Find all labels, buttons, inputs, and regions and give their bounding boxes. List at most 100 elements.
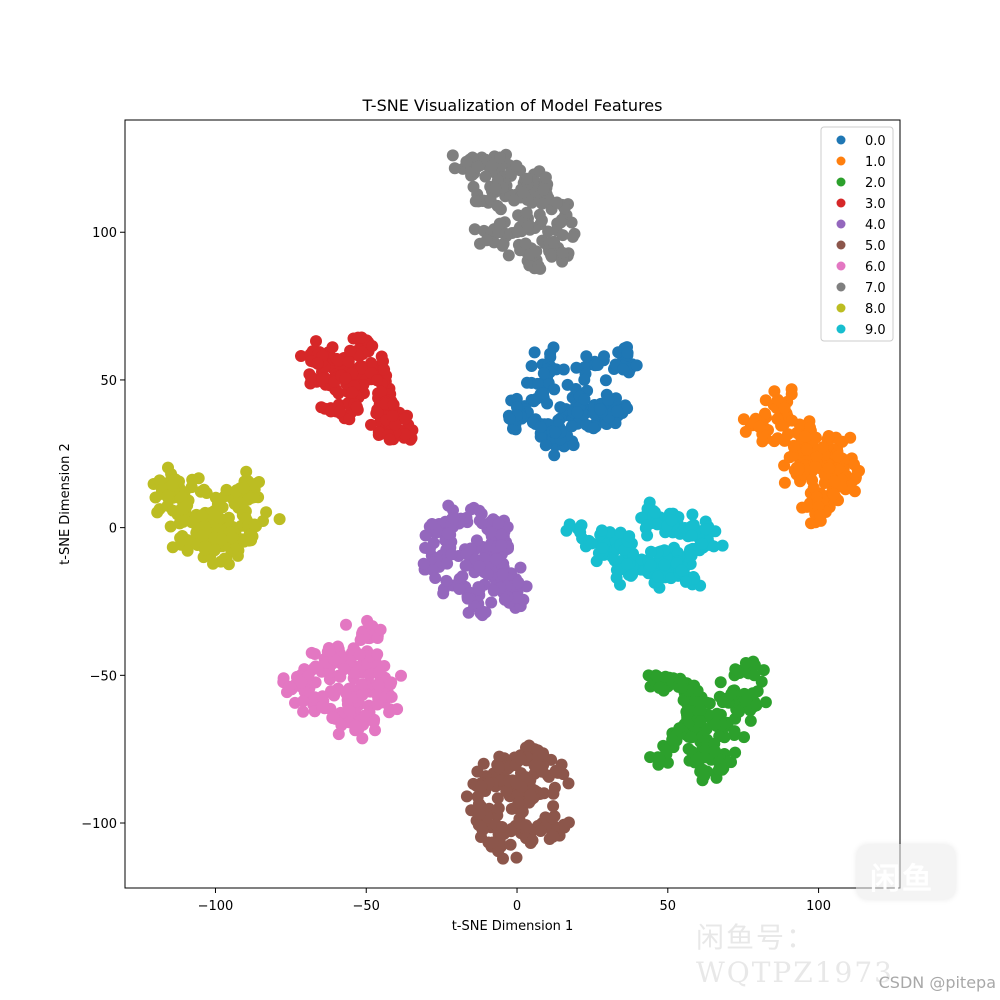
point	[527, 395, 540, 408]
point	[327, 711, 340, 724]
point	[460, 790, 473, 803]
point	[332, 354, 345, 367]
x-tick-label: 50	[660, 899, 677, 914]
point	[537, 747, 549, 760]
x-axis-ticks: −100 −50 0 50 100	[198, 888, 831, 914]
point	[535, 214, 548, 227]
point	[523, 259, 536, 272]
point	[713, 730, 726, 743]
watermark-logo-text: 闲鱼	[870, 862, 934, 897]
point	[786, 414, 798, 427]
point	[359, 709, 372, 722]
point	[567, 439, 580, 452]
y-tick-label: −100	[81, 817, 117, 832]
point	[354, 634, 367, 646]
point	[676, 681, 688, 694]
point	[237, 482, 250, 495]
point	[310, 335, 322, 348]
point	[473, 504, 486, 517]
point	[831, 450, 844, 463]
point	[464, 542, 477, 555]
point	[810, 450, 823, 462]
point	[562, 777, 575, 790]
point	[305, 370, 317, 383]
point	[372, 679, 385, 692]
point	[547, 787, 560, 800]
point	[799, 430, 812, 443]
point	[240, 465, 253, 478]
point	[528, 346, 541, 359]
point	[548, 449, 561, 462]
point	[492, 761, 505, 774]
point	[475, 820, 487, 833]
point	[481, 568, 494, 581]
legend-marker	[836, 135, 846, 145]
legend: 0.0 1.0 2.0 3.0 4.0 5.0 6.0 7.0 8.0 9.0	[820, 126, 894, 342]
point	[550, 196, 563, 209]
point	[709, 717, 722, 730]
legend-marker	[836, 156, 846, 166]
point	[623, 530, 636, 543]
point	[709, 745, 721, 757]
point	[446, 149, 459, 162]
point	[694, 715, 707, 728]
point	[621, 402, 634, 415]
point	[778, 402, 791, 415]
point	[653, 752, 666, 765]
x-tick-label: 100	[806, 899, 831, 914]
point	[441, 527, 454, 540]
point	[566, 230, 579, 243]
point	[357, 379, 370, 392]
point	[640, 519, 653, 532]
y-tick-label: 0	[109, 522, 117, 537]
point	[503, 412, 516, 425]
point	[386, 409, 399, 422]
legend-marker	[836, 198, 846, 208]
point	[685, 529, 698, 542]
point	[663, 671, 676, 684]
point	[311, 357, 324, 370]
point	[207, 557, 219, 570]
point	[508, 194, 521, 207]
point	[686, 508, 699, 521]
point	[486, 836, 499, 849]
point	[355, 678, 368, 691]
legend-marker	[836, 324, 846, 334]
point	[595, 524, 608, 537]
point	[714, 676, 727, 689]
point	[782, 428, 794, 441]
point	[822, 462, 835, 475]
point	[785, 388, 798, 401]
point	[716, 539, 729, 552]
point	[497, 852, 509, 865]
point	[561, 378, 574, 391]
series-9-0	[560, 496, 729, 594]
series-1-0	[737, 383, 865, 530]
point	[181, 544, 194, 557]
point	[473, 560, 486, 573]
point	[347, 666, 360, 679]
point	[367, 715, 380, 728]
point	[196, 529, 209, 542]
y-axis-label: t-SNE Dimension 2	[58, 443, 73, 565]
series-8-0	[147, 461, 286, 571]
watermark-csdn: CSDN @pitepa	[878, 973, 996, 992]
point	[442, 499, 455, 512]
point	[828, 475, 841, 488]
point	[429, 572, 442, 584]
point	[556, 229, 569, 242]
point	[208, 544, 221, 557]
point	[371, 648, 384, 661]
point	[273, 513, 286, 526]
point	[316, 700, 329, 713]
point	[679, 575, 692, 588]
point	[441, 557, 454, 570]
point	[195, 509, 208, 522]
point	[658, 558, 671, 571]
legend-label: 2.0	[865, 176, 886, 191]
point	[549, 764, 562, 777]
point	[587, 422, 600, 435]
point	[448, 162, 461, 175]
point	[548, 236, 561, 249]
